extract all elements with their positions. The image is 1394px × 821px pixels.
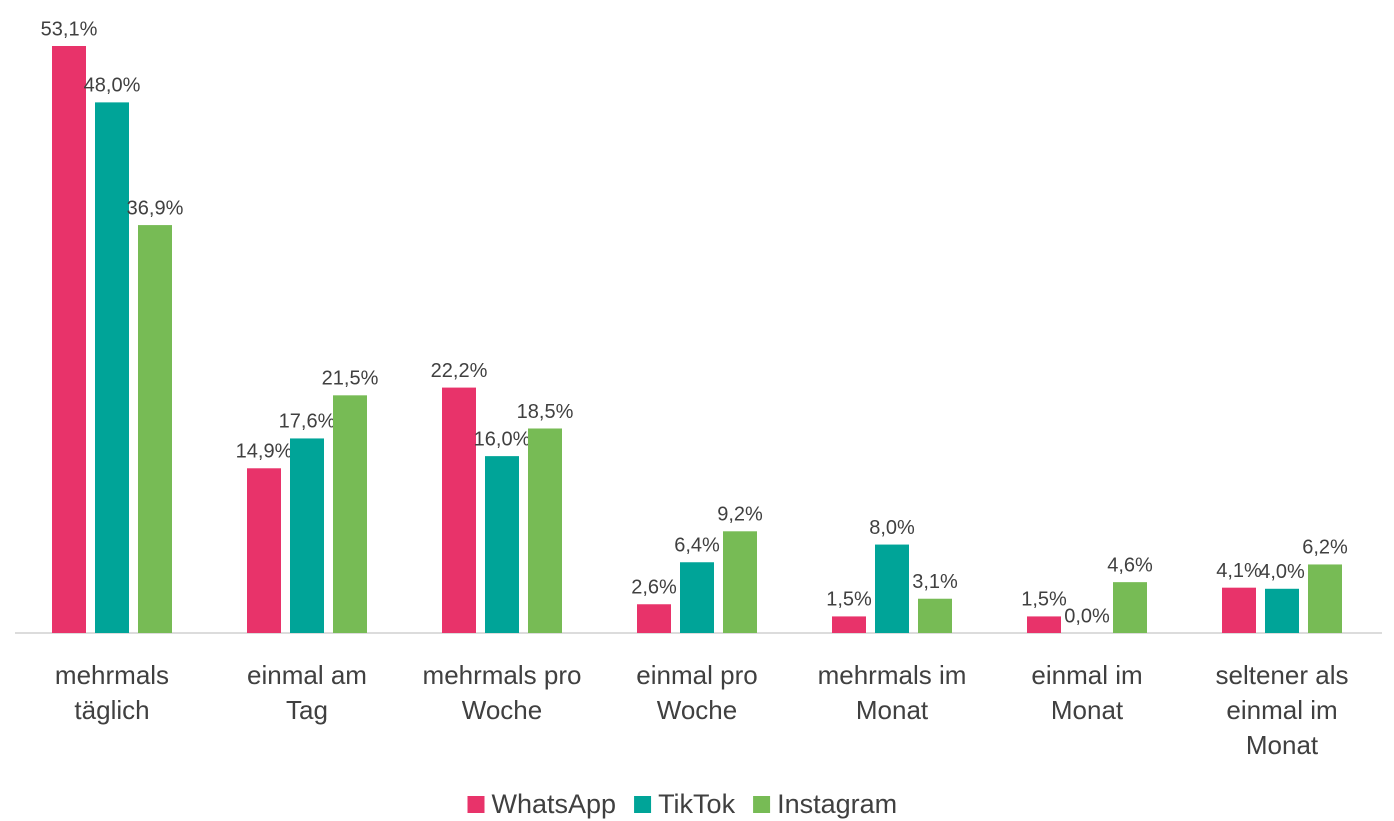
bar xyxy=(832,616,866,633)
bar xyxy=(528,428,562,633)
bar xyxy=(723,531,757,633)
value-label: 36,9% xyxy=(127,197,184,219)
value-label: 1,5% xyxy=(826,589,872,611)
value-label: 9,2% xyxy=(717,504,763,526)
bar xyxy=(918,598,952,633)
bar xyxy=(1308,564,1342,633)
value-label: 14,9% xyxy=(236,441,293,463)
legend-swatch xyxy=(753,796,771,813)
value-label: 8,0% xyxy=(869,517,915,539)
value-label: 0,0% xyxy=(1064,605,1110,627)
value-label: 6,4% xyxy=(674,535,720,557)
legend-label: Instagram xyxy=(777,789,897,819)
value-label: 22,2% xyxy=(431,360,488,382)
legend-swatch xyxy=(467,796,485,813)
bar xyxy=(442,387,476,633)
bar xyxy=(333,395,367,633)
value-label: 6,2% xyxy=(1302,537,1348,559)
bar xyxy=(95,102,129,633)
value-label: 21,5% xyxy=(322,368,379,390)
value-label: 2,6% xyxy=(631,577,677,599)
x-tick-label: einmal im Monat xyxy=(1031,660,1142,725)
bar xyxy=(637,604,671,633)
bar xyxy=(247,468,281,633)
x-tick-label: mehrmals im Monat xyxy=(818,660,967,725)
bar xyxy=(1027,616,1061,633)
bar xyxy=(680,562,714,633)
bar xyxy=(875,544,909,633)
value-label: 18,5% xyxy=(517,401,574,423)
x-tick-label: mehrmals pro Woche xyxy=(423,660,582,725)
value-label: 48,0% xyxy=(84,75,141,97)
x-tick-label: mehrmals täglich xyxy=(55,660,169,725)
x-tick-label: einmal am Tag xyxy=(247,660,367,725)
value-label: 16,0% xyxy=(474,428,531,450)
bar xyxy=(485,456,519,633)
bar xyxy=(52,46,86,633)
value-label: 17,6% xyxy=(279,411,336,433)
value-label: 53,1% xyxy=(41,18,98,40)
bar xyxy=(1222,587,1256,633)
value-label: 4,1% xyxy=(1216,560,1262,582)
value-label: 1,5% xyxy=(1021,589,1067,611)
bar xyxy=(1265,588,1299,633)
legend-swatch xyxy=(634,796,652,813)
value-label: 4,6% xyxy=(1107,554,1153,576)
legend-label: WhatsApp xyxy=(492,789,617,819)
x-tick-label: einmal pro Woche xyxy=(636,660,757,725)
bar xyxy=(138,225,172,633)
legend-label: TikTok xyxy=(658,789,736,819)
bar xyxy=(290,438,324,633)
value-label: 3,1% xyxy=(912,571,958,593)
bar xyxy=(1113,582,1147,633)
x-tick-label: seltener als einmal im Monat xyxy=(1216,660,1349,760)
value-label: 4,0% xyxy=(1259,561,1305,583)
